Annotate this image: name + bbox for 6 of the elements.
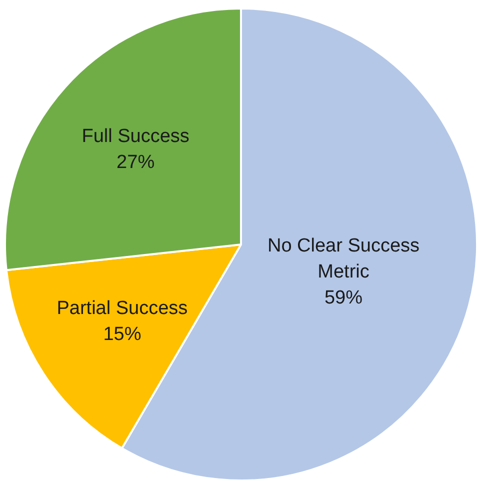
slice-label: No Clear Success Metric [267,235,420,282]
data-label: 59% [324,287,363,308]
data-label: 27% [116,152,155,174]
data-label: 15% [103,324,142,345]
slice-label: Full Success [82,126,190,148]
slice-label: Partial Success [56,298,188,319]
